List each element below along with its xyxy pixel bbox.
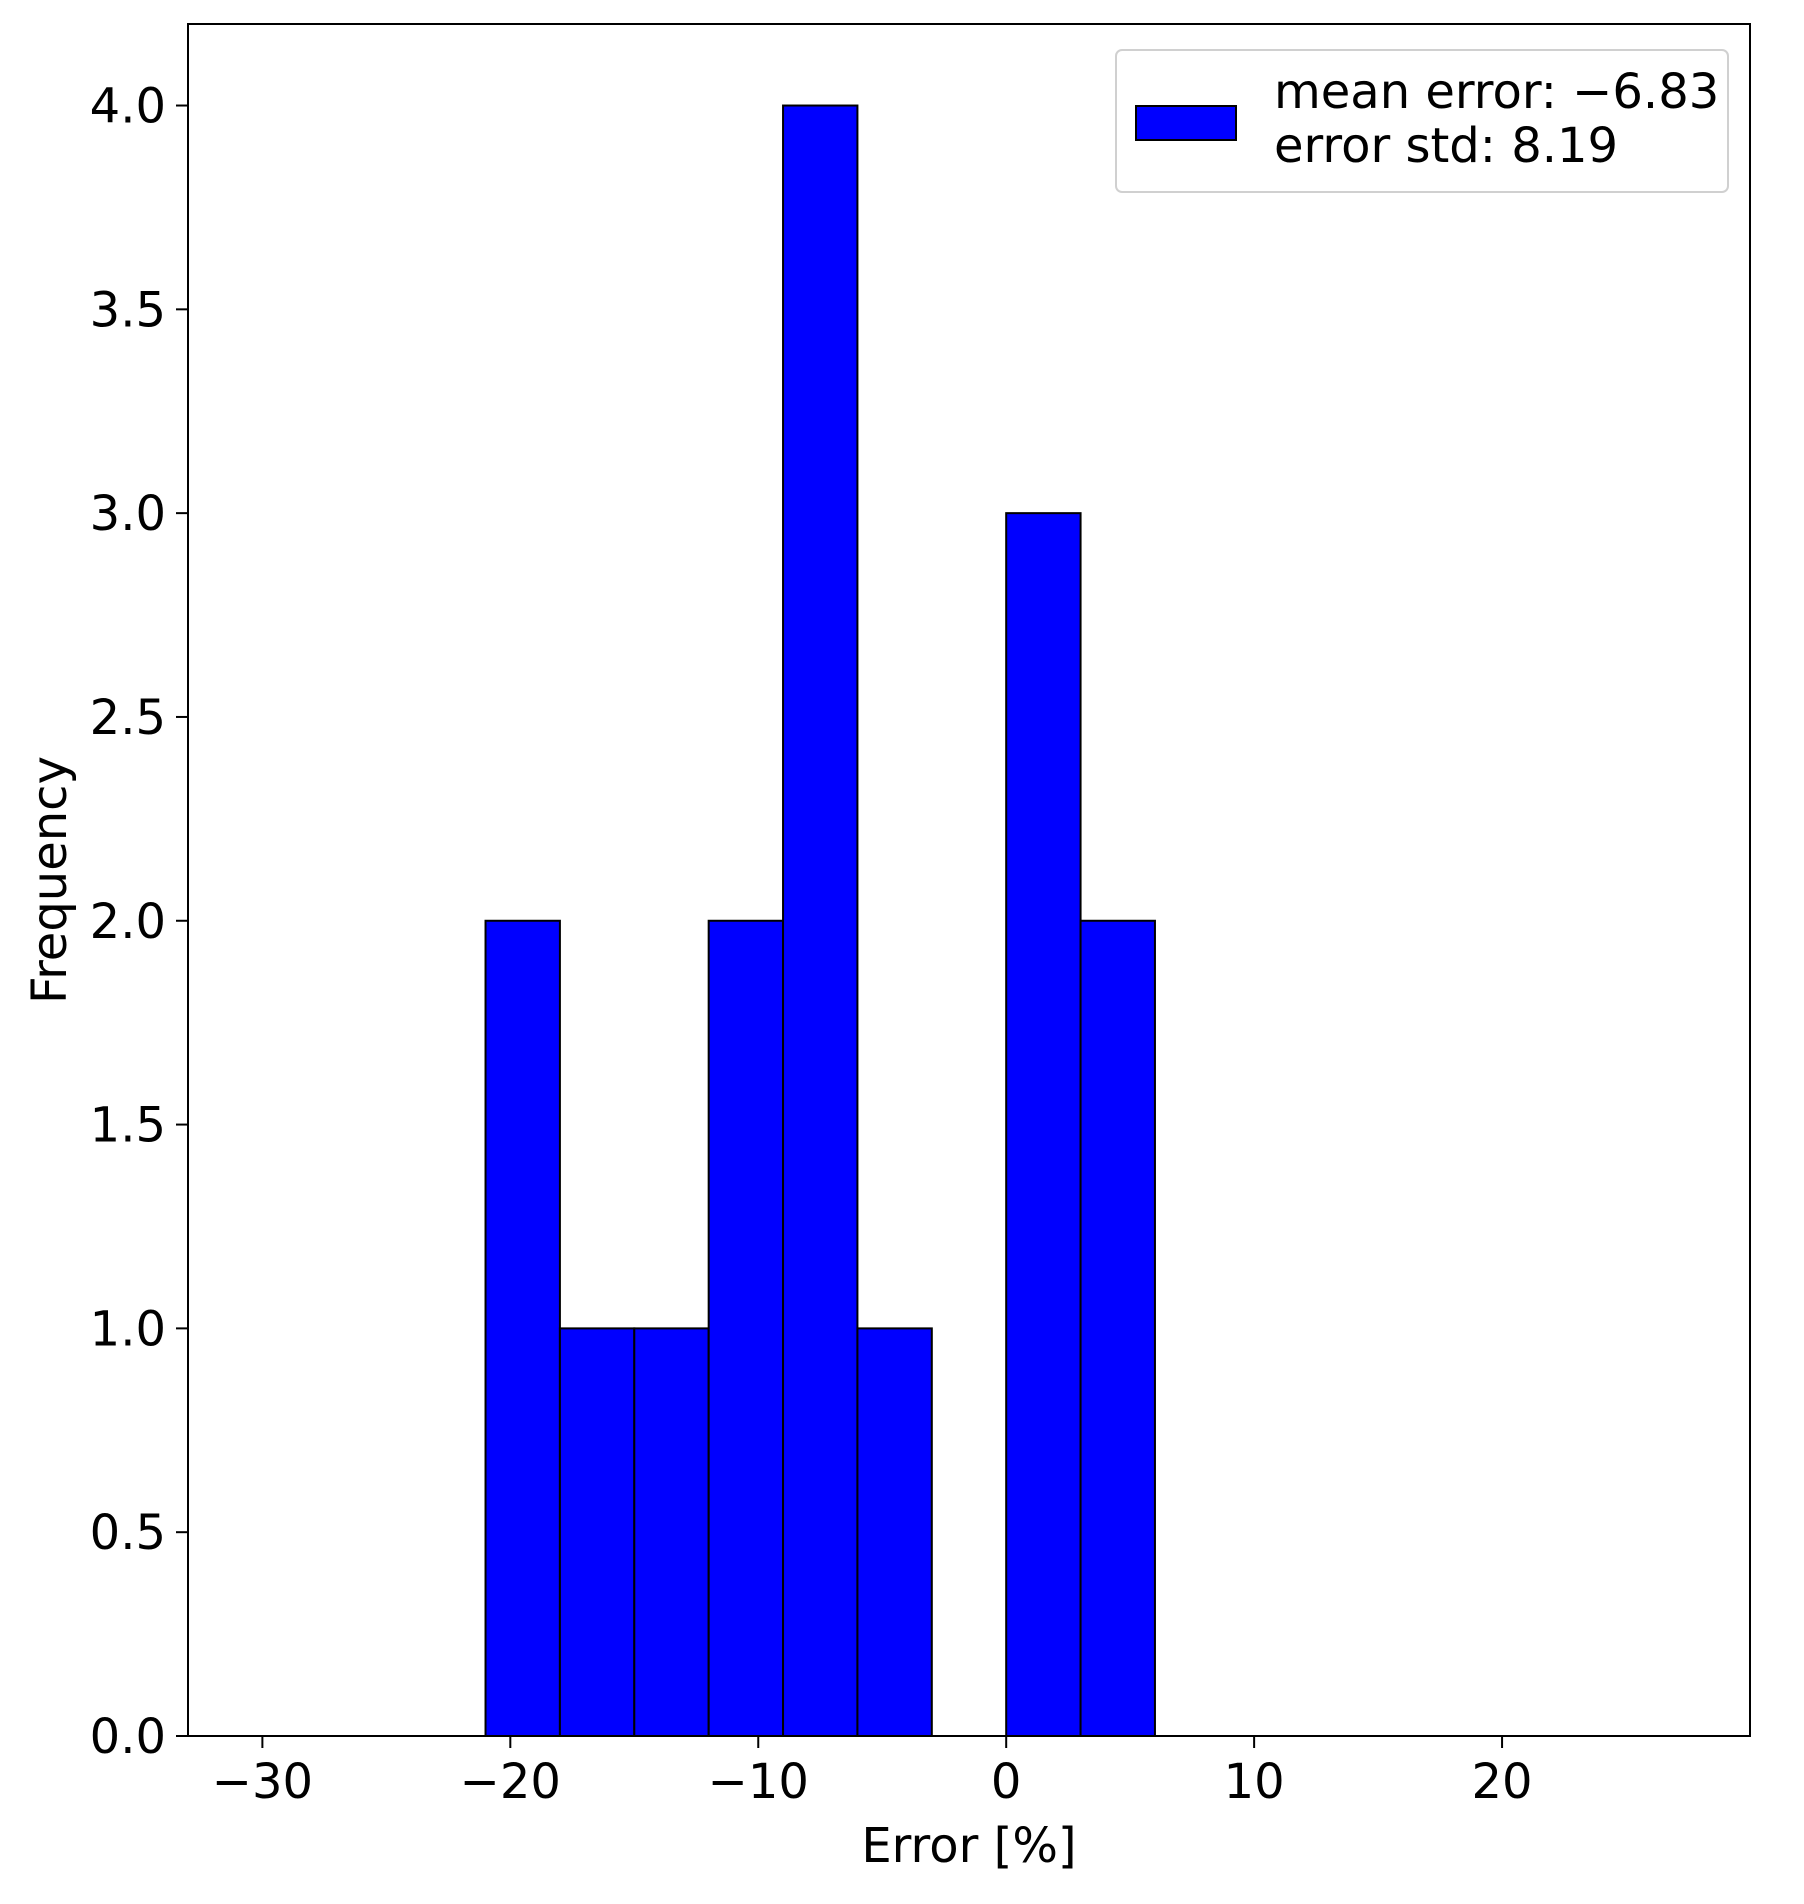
y-tick-label: 3.0	[90, 486, 166, 542]
x-axis-title: Error [%]	[861, 1818, 1076, 1874]
y-tick-label: 2.5	[90, 690, 166, 746]
histogram-bar	[633, 1327, 710, 1738]
y-axis-title: Frequency	[22, 756, 78, 1004]
y-tick-label: 1.5	[90, 1098, 166, 1154]
legend-box	[1115, 49, 1729, 193]
x-tick-label: −30	[212, 1754, 313, 1810]
y-axis-ticks: 0.0 0.5 1.0 1.5 2.0 2.5 3.0 3.5 4.0	[90, 79, 188, 1765]
histogram-bar	[558, 1327, 636, 1738]
x-tick-label: 0	[991, 1754, 1022, 1810]
y-tick-label: 2.0	[90, 894, 166, 950]
x-tick-label: −10	[708, 1754, 809, 1810]
histogram-bar	[1005, 512, 1082, 1738]
legend-swatch	[1135, 105, 1237, 141]
x-tick-label: 20	[1472, 1754, 1533, 1810]
legend-error-std-label: error std: 8.19	[1274, 118, 1618, 174]
y-tick-label: 4.0	[90, 79, 166, 135]
y-tick-label: 1.0	[90, 1301, 166, 1357]
histogram-bar	[1079, 919, 1156, 1737]
plot-frame	[187, 23, 1751, 1737]
x-tick-label: −20	[460, 1754, 561, 1810]
histogram-bar	[484, 919, 561, 1737]
x-tick-label: 10	[1224, 1754, 1285, 1810]
y-tick-label: 0.0	[90, 1709, 166, 1765]
legend-mean-error-label: mean error: −6.83	[1274, 64, 1719, 120]
y-tick-label: 0.5	[90, 1505, 166, 1561]
histogram-bar	[707, 919, 785, 1737]
histogram-bar	[782, 104, 859, 1738]
y-tick-label: 3.5	[90, 282, 166, 338]
x-axis-ticks: −30 −20 −10 0 10 20	[212, 1736, 1533, 1810]
histogram-bar	[856, 1327, 933, 1738]
bars-layer	[484, 104, 1156, 1738]
legend: mean error: −6.83 error std: 8.19	[1115, 49, 1729, 193]
